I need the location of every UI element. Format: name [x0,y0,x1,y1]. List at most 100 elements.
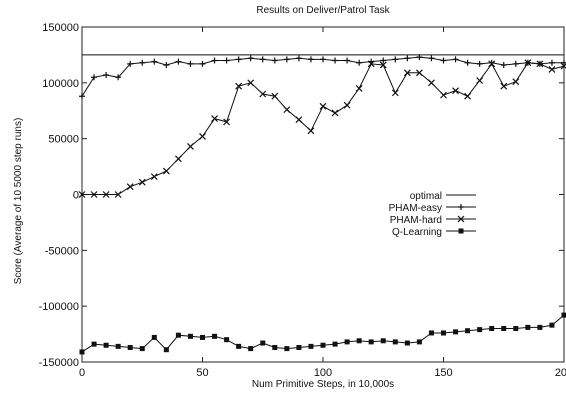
data-point [344,57,351,64]
data-point [284,346,290,352]
data-point [79,93,85,100]
x-tick-label: 200 [555,367,566,379]
data-point [247,79,255,87]
data-point [115,343,121,349]
y-tick-label: 0 [73,190,79,202]
data-point [537,324,543,330]
data-point [320,56,326,63]
data-point [549,322,555,328]
data-point [452,87,459,95]
data-point [416,339,422,345]
legend-label: PHAM-easy [389,203,442,214]
data-point [272,344,278,350]
data-point [331,109,339,117]
data-point [332,341,338,347]
series-pham-hard [78,59,566,198]
data-point [391,89,399,97]
data-point [403,69,411,77]
data-point [465,328,471,334]
data-point [404,55,411,62]
data-point [548,59,555,66]
data-point [271,57,278,64]
data-point [379,61,387,69]
data-point [283,106,291,114]
data-point [524,59,532,67]
data-point [163,61,170,68]
data-point [295,116,303,124]
legend-swatch-marker [458,204,464,210]
data-point [224,337,230,343]
series-layer [78,54,566,355]
data-point [199,133,206,140]
data-point [78,191,86,198]
data-point [223,57,230,64]
y-tick-label: 150000 [42,22,79,34]
chart-title: Results on Deliver/Patrol Task [256,5,390,16]
data-point [103,72,110,79]
y-tick-label: -100000 [39,301,79,313]
data-point [235,82,243,90]
x-axis-label: Num Primitive Steps, in 10,000s [252,379,394,390]
data-point [259,56,266,63]
data-point [211,57,218,64]
data-point [441,330,446,336]
data-point [501,326,507,331]
data-point [500,61,507,68]
data-point [223,118,231,126]
data-point [380,57,387,64]
y-axis-label: Score (Average of 10 5000 step runs) [13,118,24,285]
data-point [175,58,182,65]
data-point [259,90,267,98]
data-point [464,92,472,100]
data-point [187,333,193,339]
data-point [271,92,279,100]
data-point [150,173,158,181]
data-point [355,84,363,92]
data-point [187,60,194,67]
x-tick-label: 0 [79,367,85,379]
data-point [452,56,459,63]
data-point [90,191,98,198]
data-point [200,334,205,340]
data-point [344,339,350,345]
data-point [476,77,484,85]
legend-label: Q-Learning [392,227,442,238]
data-point [476,60,483,67]
y-tick-label: 100000 [42,78,79,90]
data-point [488,60,496,68]
data-point [440,57,447,64]
plot-frame [81,26,565,363]
data-point [380,338,386,344]
data-point [115,74,122,81]
data-point [308,343,314,349]
data-point [343,101,351,109]
legend-label: optimal [410,191,442,202]
data-point [151,334,157,340]
data-point [453,329,459,335]
data-point [428,330,434,336]
data-point [560,62,566,70]
data-point [319,102,327,110]
data-point [561,59,566,66]
data-point [103,342,109,348]
legend-swatch-marker [458,228,464,234]
data-point [114,191,122,198]
data-point [320,342,326,348]
data-point [489,326,495,331]
data-point [211,115,218,122]
series-line [82,62,565,195]
legend-swatch-marker [457,215,465,223]
data-point [283,56,290,63]
data-point [236,343,242,349]
data-point [295,55,302,62]
data-point [356,59,363,66]
data-point [126,183,134,191]
data-point [175,332,181,338]
data-point [392,339,398,345]
data-point [368,339,374,345]
data-point [307,127,315,135]
data-point [151,58,158,65]
data-point [247,55,254,62]
